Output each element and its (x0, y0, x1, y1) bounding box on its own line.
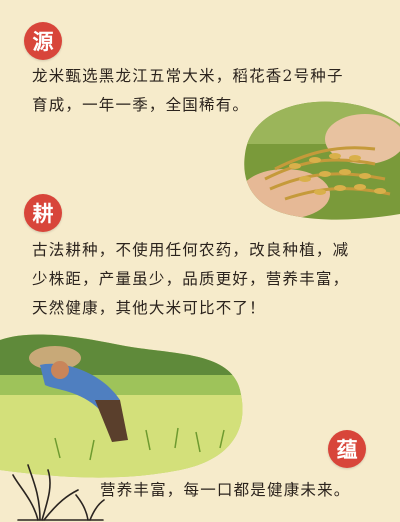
farmer-planting-rice-image (0, 334, 243, 478)
source-badge: 源 (24, 22, 62, 60)
rice-sprout-illustration (12, 464, 105, 521)
source-paragraph: 龙米甄选黑龙江五常大米，稻花香2号种子 育成，一年一季，全国稀有。 (32, 67, 344, 114)
plow-badge: 耕 (24, 194, 62, 232)
nurture-badge: 蕴 (328, 430, 366, 468)
nurture-paragraph: 营养丰富，每一口都是健康未来。 (100, 481, 351, 499)
rice-in-hands-image (244, 101, 400, 220)
plow-paragraph: 古法耕种，不使用任何农药，改良种植，减 少株距，产量虽少，品质更好，营养丰富， … (32, 241, 350, 317)
